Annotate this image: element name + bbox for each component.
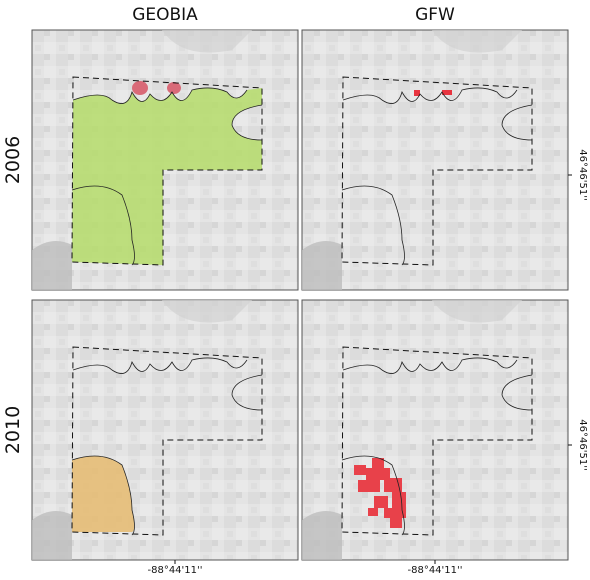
map-panel	[302, 30, 568, 290]
row-title: 2006	[2, 136, 24, 184]
figure: GEOBIA GFW 2006 2010 -88°44'11'' -88°	[0, 0, 590, 580]
x-coordinate-label: -88°44'11''	[147, 565, 202, 576]
y-coordinate-label: 46°46'51''	[577, 419, 588, 470]
map-panel	[302, 300, 568, 560]
page: GEOBIA GFW 2006 2010 -88°44'11'' -88°	[0, 0, 590, 580]
column-title: GFW	[415, 5, 455, 25]
map-panel	[32, 300, 298, 560]
y-coordinate-label: 46°46'51''	[577, 149, 588, 200]
column-title: GEOBIA	[132, 5, 198, 25]
map-panel	[32, 30, 298, 290]
x-coordinate-label: -88°44'11''	[407, 565, 462, 576]
row-title: 2010	[2, 406, 24, 454]
